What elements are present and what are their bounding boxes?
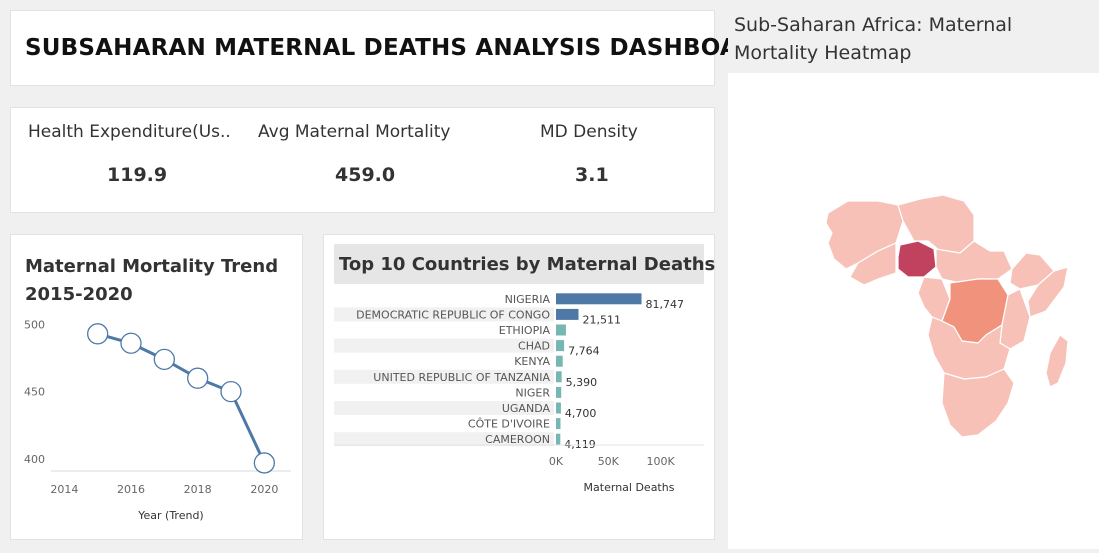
bar <box>556 433 561 445</box>
category-label: ETHIOPIA <box>499 324 551 337</box>
category-label: CHAD <box>518 340 550 353</box>
top10-chart[interactable]: NIGERIA 81,747 DEMOCRATIC REPUBLIC OF CONG… <box>324 235 716 541</box>
data-point <box>253 452 275 474</box>
region-madagascar[interactable] <box>1045 334 1069 388</box>
series-line <box>97 332 266 464</box>
kpi-md-density[interactable]: MD Density 3.1 <box>481 108 716 212</box>
region-coast-west[interactable] <box>849 242 897 286</box>
category-label: KENYA <box>514 355 550 368</box>
category-label: CAMEROON <box>485 433 550 446</box>
x-tick-label: 2018 <box>184 483 212 496</box>
kpi-label: Avg Maternal Mortality <box>258 122 451 142</box>
row-band <box>334 401 554 415</box>
bar <box>556 340 565 352</box>
region-nigeria[interactable] <box>897 240 937 278</box>
bar <box>556 386 562 398</box>
data-point <box>187 367 209 389</box>
title-panel: SUBSAHARAN MATERNAL DEATHS ANALYSIS DASH… <box>10 10 775 86</box>
map-title: Sub-Saharan Africa: Maternal Mortality H… <box>734 14 1013 64</box>
trend-chart[interactable]: 400 450 500 2014 2016 2018 2020 Year (Trend) <box>11 235 304 541</box>
x-axis-title: Maternal Deaths <box>584 481 675 494</box>
category-label: UNITED REPUBLIC OF TANZANIA <box>373 371 550 384</box>
trend-chart-panel: 400 450 500 2014 2016 2018 2020 Year (Trend) Ma… <box>10 234 303 540</box>
map-panel <box>728 73 1099 549</box>
data-point <box>153 348 175 371</box>
value-label: 21,511 <box>583 313 622 326</box>
bar <box>556 308 579 320</box>
top10-header: Top 10 Countries by Maternal Deaths <box>334 244 715 284</box>
kpi-label: Health Expenditure(Us.. <box>28 122 231 142</box>
data-point <box>87 323 109 345</box>
x-tick-label: 2014 <box>50 483 78 496</box>
bar <box>556 418 561 430</box>
value-label: 7,764 <box>568 345 600 358</box>
region-central-north[interactable] <box>935 240 1013 284</box>
top10-chart-title: Top 10 Countries by Maternal Deaths <box>339 254 716 275</box>
bar <box>556 293 642 305</box>
x-tick-label: 2016 <box>117 483 145 496</box>
top10-chart-panel: Top 10 Countries by Maternal Deaths NIGE… <box>323 234 715 540</box>
value-label: 4,700 <box>565 407 597 420</box>
data-point <box>120 332 142 354</box>
bar <box>556 324 566 336</box>
region-angola-zambia[interactable] <box>927 316 1011 380</box>
value-label: 81,747 <box>646 298 685 311</box>
bar <box>556 355 563 367</box>
category-label: DEMOCRATIC REPUBLIC OF CONGO <box>356 308 550 321</box>
kpi-label: MD Density <box>540 122 638 142</box>
row-band <box>334 338 554 353</box>
kpi-value: 119.9 <box>107 164 168 186</box>
x-tick-label: 2020 <box>250 483 278 496</box>
data-point <box>220 381 242 403</box>
map-header: Sub-Saharan Africa: Maternal Mortality H… <box>728 0 1099 73</box>
category-label: CÔTE D'IVOIRE <box>468 418 550 431</box>
kpi-value: 3.1 <box>575 164 609 186</box>
bar <box>556 371 562 383</box>
region-somalia[interactable] <box>1027 266 1069 318</box>
x-tick-label: 50K <box>598 455 620 468</box>
y-tick-label: 400 <box>24 453 45 466</box>
kpi-avg-maternal-mortality[interactable]: Avg Maternal Mortality 459.0 <box>246 108 481 212</box>
category-label: NIGERIA <box>505 293 551 306</box>
category-label: UGANDA <box>502 402 551 415</box>
kpi-value: 459.0 <box>335 164 396 186</box>
trend-chart-title: Maternal Mortality Trend 2015-2020 <box>25 256 279 305</box>
y-tick-label: 450 <box>24 386 45 399</box>
row-band <box>334 369 554 384</box>
row-band <box>334 307 554 322</box>
x-axis-title: Year (Trend) <box>137 509 203 522</box>
africa-heatmap[interactable] <box>728 73 1099 549</box>
dashboard-title: SUBSAHARAN MATERNAL DEATHS ANALYSIS DASH… <box>25 35 776 61</box>
bar <box>556 402 561 414</box>
row-band <box>334 432 554 447</box>
kpi-health-expenditure[interactable]: Health Expenditure(Us.. 119.9 <box>11 108 246 212</box>
region-southern-africa[interactable] <box>941 368 1015 438</box>
category-label: NIGER <box>515 386 550 399</box>
x-tick-label: 100K <box>647 455 676 468</box>
value-label: 5,390 <box>566 376 598 389</box>
kpi-panel: Health Expenditure(Us.. 119.9 Avg Matern… <box>10 107 715 213</box>
y-tick-label: 500 <box>24 318 45 331</box>
x-tick-label: 0K <box>549 455 564 468</box>
